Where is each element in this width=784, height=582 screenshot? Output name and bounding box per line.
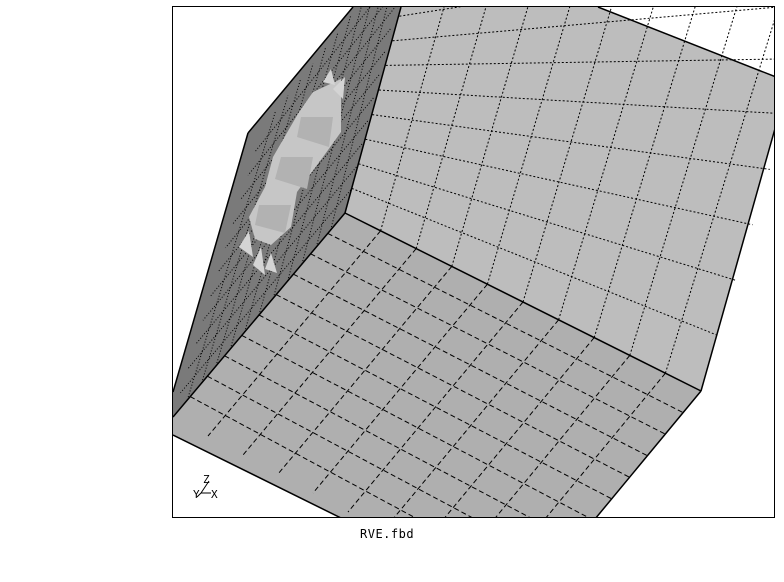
side-face (173, 7, 401, 417)
axis-z-label: Z (203, 473, 210, 486)
top-face (345, 7, 774, 391)
model-edges (173, 7, 774, 517)
model-view[interactable]: Z Y X (173, 7, 775, 518)
axis-triad: Z Y X (193, 473, 218, 501)
axis-y-label: Y (193, 488, 200, 501)
filename-label: RVE.fbd (360, 527, 415, 541)
graphics-viewport[interactable]: Z Y X (172, 6, 775, 518)
front-face (173, 213, 701, 517)
fiber-hole (239, 69, 345, 275)
axis-x-label: X (211, 488, 218, 501)
